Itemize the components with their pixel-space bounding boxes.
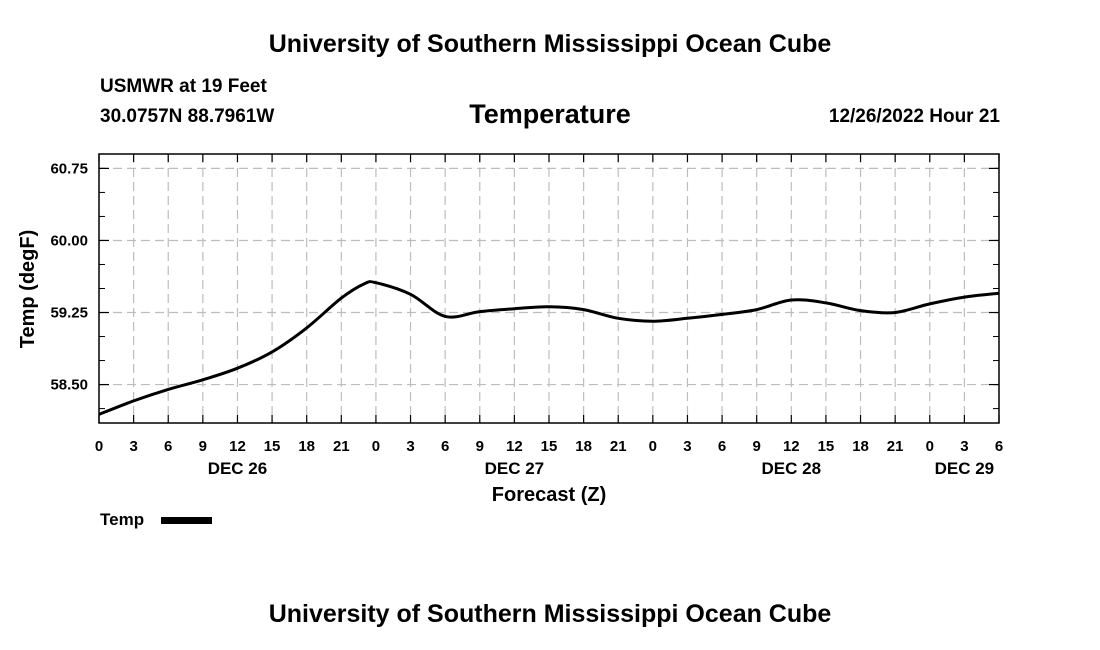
x-tick-label: 9 [753,438,761,455]
x-tick-label: 12 [783,438,800,455]
x-tick-label: 6 [441,438,449,455]
x-tick-label: 9 [199,438,207,455]
plot-frame [98,153,1000,424]
x-tick-label: 15 [264,438,281,455]
legend-label: Temp [100,510,144,529]
x-axis-label: Forecast (Z) [492,484,606,506]
day-label: DEC 29 [935,459,995,478]
station-label: USMWR at 19 Feet [100,76,267,97]
y-tick-label: 58.50 [50,377,88,394]
x-tick-label: 18 [852,438,869,455]
x-tick-label: 21 [610,438,627,455]
day-label: DEC 28 [762,459,822,478]
top-title: University of Southern Mississippi Ocean… [268,30,832,58]
y-axis-label: Temp (degF) [17,230,39,349]
y-tick-label: 59.25 [50,305,88,322]
y-tick-label: 60.00 [50,232,88,249]
x-tick-label: 15 [818,438,835,455]
bottom-title: University of Southern Mississippi Ocean… [268,600,832,628]
x-tick-label: 0 [926,438,934,455]
x-tick-label: 18 [575,438,592,455]
coordinates-label: 30.0757N 88.7961W [100,106,275,127]
x-tick-label: 21 [333,438,350,455]
x-tick-label: 3 [406,438,414,455]
x-tick-label: 0 [372,438,380,455]
x-tick-label: 6 [164,438,172,455]
x-tick-label: 12 [229,438,246,455]
x-tick-label: 3 [960,438,968,455]
legend-swatch [161,517,212,524]
x-tick-label: 3 [129,438,137,455]
day-label: DEC 27 [485,459,545,478]
x-tick-label: 3 [683,438,691,455]
x-tick-label: 6 [995,438,1003,455]
day-label: DEC 26 [208,459,268,478]
chart-title: Temperature [469,99,631,129]
x-tick-label: 12 [506,438,523,455]
axis-labels: 0 3 6 9 12 15 18 21 0 3 6 9 12 15 18 21 0 3 6 9 12 15 18 21 0 3 6 5… [50,160,1003,478]
x-tick-label: 21 [887,438,904,455]
x-tick-label: 0 [649,438,657,455]
grid-lines [99,154,999,423]
x-tick-label: 6 [718,438,726,455]
x-tick-label: 15 [541,438,558,455]
x-tick-label: 9 [476,438,484,455]
temp-series-line [98,280,1000,416]
x-tick-label: 18 [298,438,315,455]
date-stamp: 12/26/2022 Hour 21 [828,106,1000,127]
y-tick-label: 60.75 [50,160,88,177]
x-tick-label: 0 [95,438,103,455]
